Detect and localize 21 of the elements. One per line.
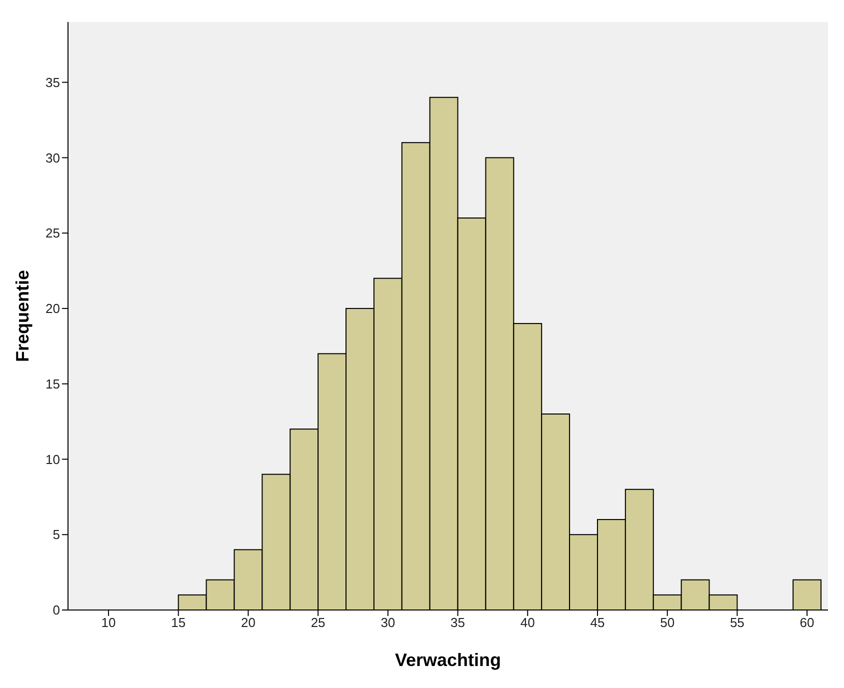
x-tick-label: 15 xyxy=(171,615,186,630)
x-tick-label: 45 xyxy=(590,615,605,630)
y-tick-label: 25 xyxy=(46,226,60,241)
x-tick-label: 60 xyxy=(800,615,814,630)
x-tick-label: 30 xyxy=(380,615,396,630)
y-tick-label: 10 xyxy=(46,452,60,467)
x-axis-title: Verwachting xyxy=(394,650,502,670)
y-tick-label: 15 xyxy=(46,376,60,392)
x-tick-label: 35 xyxy=(450,615,466,630)
x-tick-label: 50 xyxy=(660,615,675,630)
x-tick-label: 20 xyxy=(240,615,256,630)
y-axis-title: Frequentie xyxy=(12,270,32,362)
y-tick-label: 20 xyxy=(46,301,60,316)
y-tick-label: 35 xyxy=(46,74,60,90)
x-tick-label: 40 xyxy=(520,615,535,630)
y-tick-label: 5 xyxy=(52,527,60,542)
y-tick-label: 0 xyxy=(52,602,60,618)
x-tick-label: 55 xyxy=(730,615,744,630)
x-tick-label: 10 xyxy=(101,615,116,630)
x-tick-label: 25 xyxy=(310,615,326,630)
y-tick-label: 30 xyxy=(46,150,60,166)
